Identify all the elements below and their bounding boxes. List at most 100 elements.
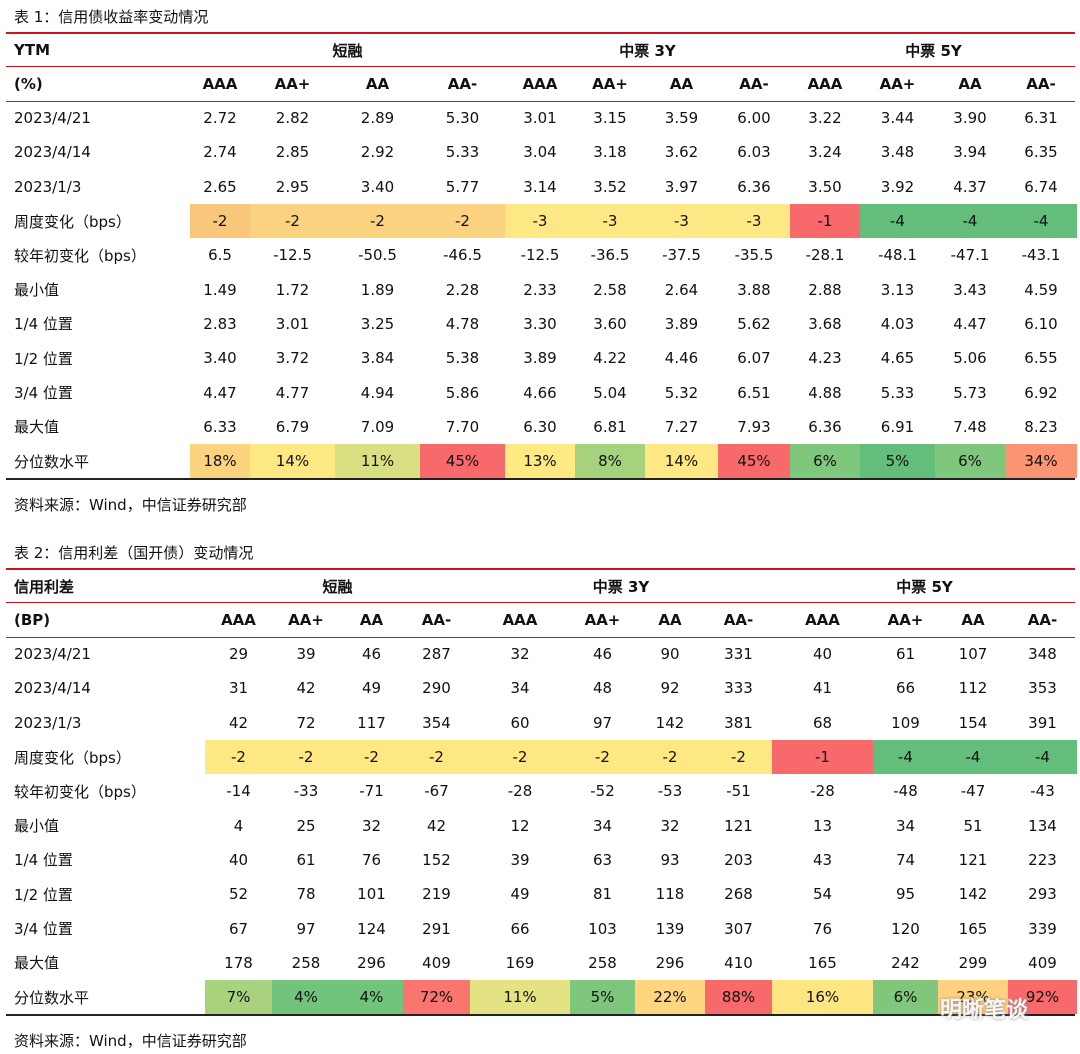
- rule: [6, 568, 1075, 570]
- cell: 6.36: [808, 417, 842, 436]
- cell: 3.62: [664, 143, 699, 162]
- cell: -47.1: [950, 246, 990, 265]
- cell: 4.47: [953, 314, 987, 333]
- row-label: 1/2 位置: [14, 349, 73, 368]
- cell: -3: [532, 212, 548, 231]
- cell-fill: [935, 203, 1005, 239]
- header-cell: AA+: [887, 611, 924, 629]
- cell: -2: [662, 748, 678, 767]
- cell: 6.35: [1024, 143, 1058, 162]
- cell-fill: [190, 203, 250, 239]
- cell: -51: [726, 782, 751, 801]
- header-cell: AAA: [221, 611, 256, 629]
- cell: 4.03: [880, 314, 915, 333]
- cell-fill: [705, 739, 772, 775]
- cell: 3.18: [593, 143, 627, 162]
- cell: 287: [422, 645, 451, 664]
- header-cell: AA-: [1027, 611, 1058, 629]
- cell-fill: [860, 203, 935, 239]
- cell: 299: [958, 953, 988, 972]
- cell-fill: [420, 444, 505, 479]
- cell: 5%: [885, 452, 910, 471]
- cell: 203: [724, 850, 753, 869]
- row-label: 2023/1/3: [14, 177, 82, 196]
- cell: 2.88: [808, 280, 842, 299]
- cell: 7.09: [360, 417, 395, 436]
- cell: 3.40: [203, 349, 237, 368]
- cell: 3.88: [737, 280, 771, 299]
- cell: 242: [891, 953, 920, 972]
- cell-fill: [790, 444, 860, 479]
- cell: -4: [1033, 212, 1049, 231]
- cell: 3.04: [523, 143, 557, 162]
- cell: -50.5: [358, 246, 397, 265]
- header-cell: 中票 3Y: [619, 41, 676, 60]
- cell: 6%: [813, 452, 837, 471]
- cell: 3.60: [593, 314, 627, 333]
- header-cell: AA: [658, 611, 682, 629]
- cell-fill: [272, 980, 340, 1015]
- cell: 4.66: [523, 383, 557, 402]
- source-note: 资料来源：Wind，中信证券研究部: [14, 495, 247, 514]
- cell: 2.72: [203, 109, 237, 128]
- cell: 13%: [523, 452, 557, 471]
- cell-fill: [718, 444, 790, 479]
- header-cell: AA: [961, 611, 985, 629]
- cell: 3.14: [523, 177, 557, 196]
- cell: -12.5: [520, 246, 560, 265]
- cell: 3.84: [360, 349, 395, 368]
- cell: 223: [1028, 850, 1057, 869]
- cell: 92: [660, 679, 680, 698]
- cell: 107: [958, 645, 988, 664]
- cell-fill: [505, 444, 575, 479]
- cell-fill: [645, 444, 718, 479]
- row-label: 周度变化（bps）: [14, 748, 131, 767]
- cell: 2.74: [203, 143, 237, 162]
- cell: 3.97: [664, 177, 699, 196]
- cell: 165: [958, 919, 988, 938]
- cell: 6.92: [1024, 383, 1058, 402]
- cell-fill: [190, 444, 250, 479]
- cell: 5%: [590, 988, 615, 1007]
- cell-fill: [873, 980, 938, 1015]
- cell: 258: [588, 953, 617, 972]
- cell: 14%: [275, 452, 310, 471]
- cell: 4.59: [1024, 280, 1058, 299]
- header-cell: AA-: [447, 75, 478, 93]
- cell: 1.49: [203, 280, 237, 299]
- cell-fill: [860, 444, 935, 479]
- cell: -28: [507, 782, 533, 801]
- cell-fill: [635, 980, 705, 1015]
- cell: -3: [602, 212, 618, 231]
- cell: 23%: [956, 988, 990, 1007]
- cell: 2.33: [523, 280, 557, 299]
- header-cell: AA+: [274, 75, 311, 93]
- cell-fill: [1005, 203, 1077, 239]
- cell: 3.90: [953, 109, 987, 128]
- cell: -37.5: [662, 246, 701, 265]
- cell: 296: [655, 953, 685, 972]
- cell: 42: [426, 816, 447, 835]
- cell: 49: [361, 679, 382, 698]
- cell: 3.40: [360, 177, 395, 196]
- cell: 6.5: [208, 246, 232, 265]
- cell: 14%: [664, 452, 699, 471]
- cell: 6.91: [880, 417, 915, 436]
- cell: 331: [724, 645, 753, 664]
- cell: -12.5: [273, 246, 312, 265]
- cell: 34: [510, 679, 530, 698]
- cell-fill: [570, 980, 635, 1015]
- cell: 66: [895, 679, 916, 698]
- cell: 409: [1028, 953, 1057, 972]
- cell: 7.48: [953, 417, 987, 436]
- cell: 409: [422, 953, 451, 972]
- cell: 34: [895, 816, 916, 835]
- cell: 6.31: [1024, 109, 1058, 128]
- cell: 6.00: [737, 109, 771, 128]
- cell: 46: [592, 645, 613, 664]
- watermark: 明晰笔谈: [940, 998, 1029, 1023]
- header-cell: AAA: [502, 611, 538, 629]
- cell: 169: [505, 953, 535, 972]
- cell: -43.1: [1021, 246, 1061, 265]
- cell: 4.94: [360, 383, 395, 402]
